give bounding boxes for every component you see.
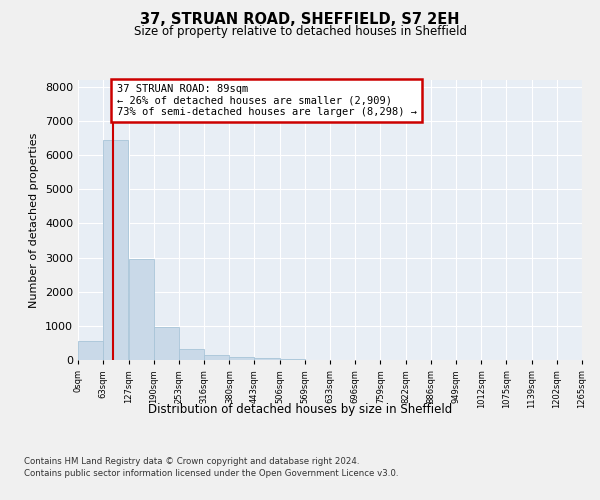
Text: Contains public sector information licensed under the Open Government Licence v3: Contains public sector information licen… (24, 469, 398, 478)
Bar (179, 349, 204, 360)
Text: Distribution of detached houses by size in Sheffield: Distribution of detached houses by size … (148, 402, 452, 415)
Bar (154, 326, 179, 360)
Bar (103, 140, 128, 360)
Y-axis label: Number of detached properties: Number of detached properties (29, 132, 40, 308)
Text: Size of property relative to detached houses in Sheffield: Size of property relative to detached ho… (133, 25, 467, 38)
Bar (204, 355, 229, 360)
Bar (254, 358, 280, 360)
Text: Contains HM Land Registry data © Crown copyright and database right 2024.: Contains HM Land Registry data © Crown c… (24, 458, 359, 466)
Text: 37 STRUAN ROAD: 89sqm
← 26% of detached houses are smaller (2,909)
73% of semi-d: 37 STRUAN ROAD: 89sqm ← 26% of detached … (116, 84, 416, 117)
Bar (128, 260, 154, 360)
Bar (229, 356, 254, 360)
Bar (78, 341, 103, 360)
Text: 37, STRUAN ROAD, SHEFFIELD, S7 2EH: 37, STRUAN ROAD, SHEFFIELD, S7 2EH (140, 12, 460, 28)
